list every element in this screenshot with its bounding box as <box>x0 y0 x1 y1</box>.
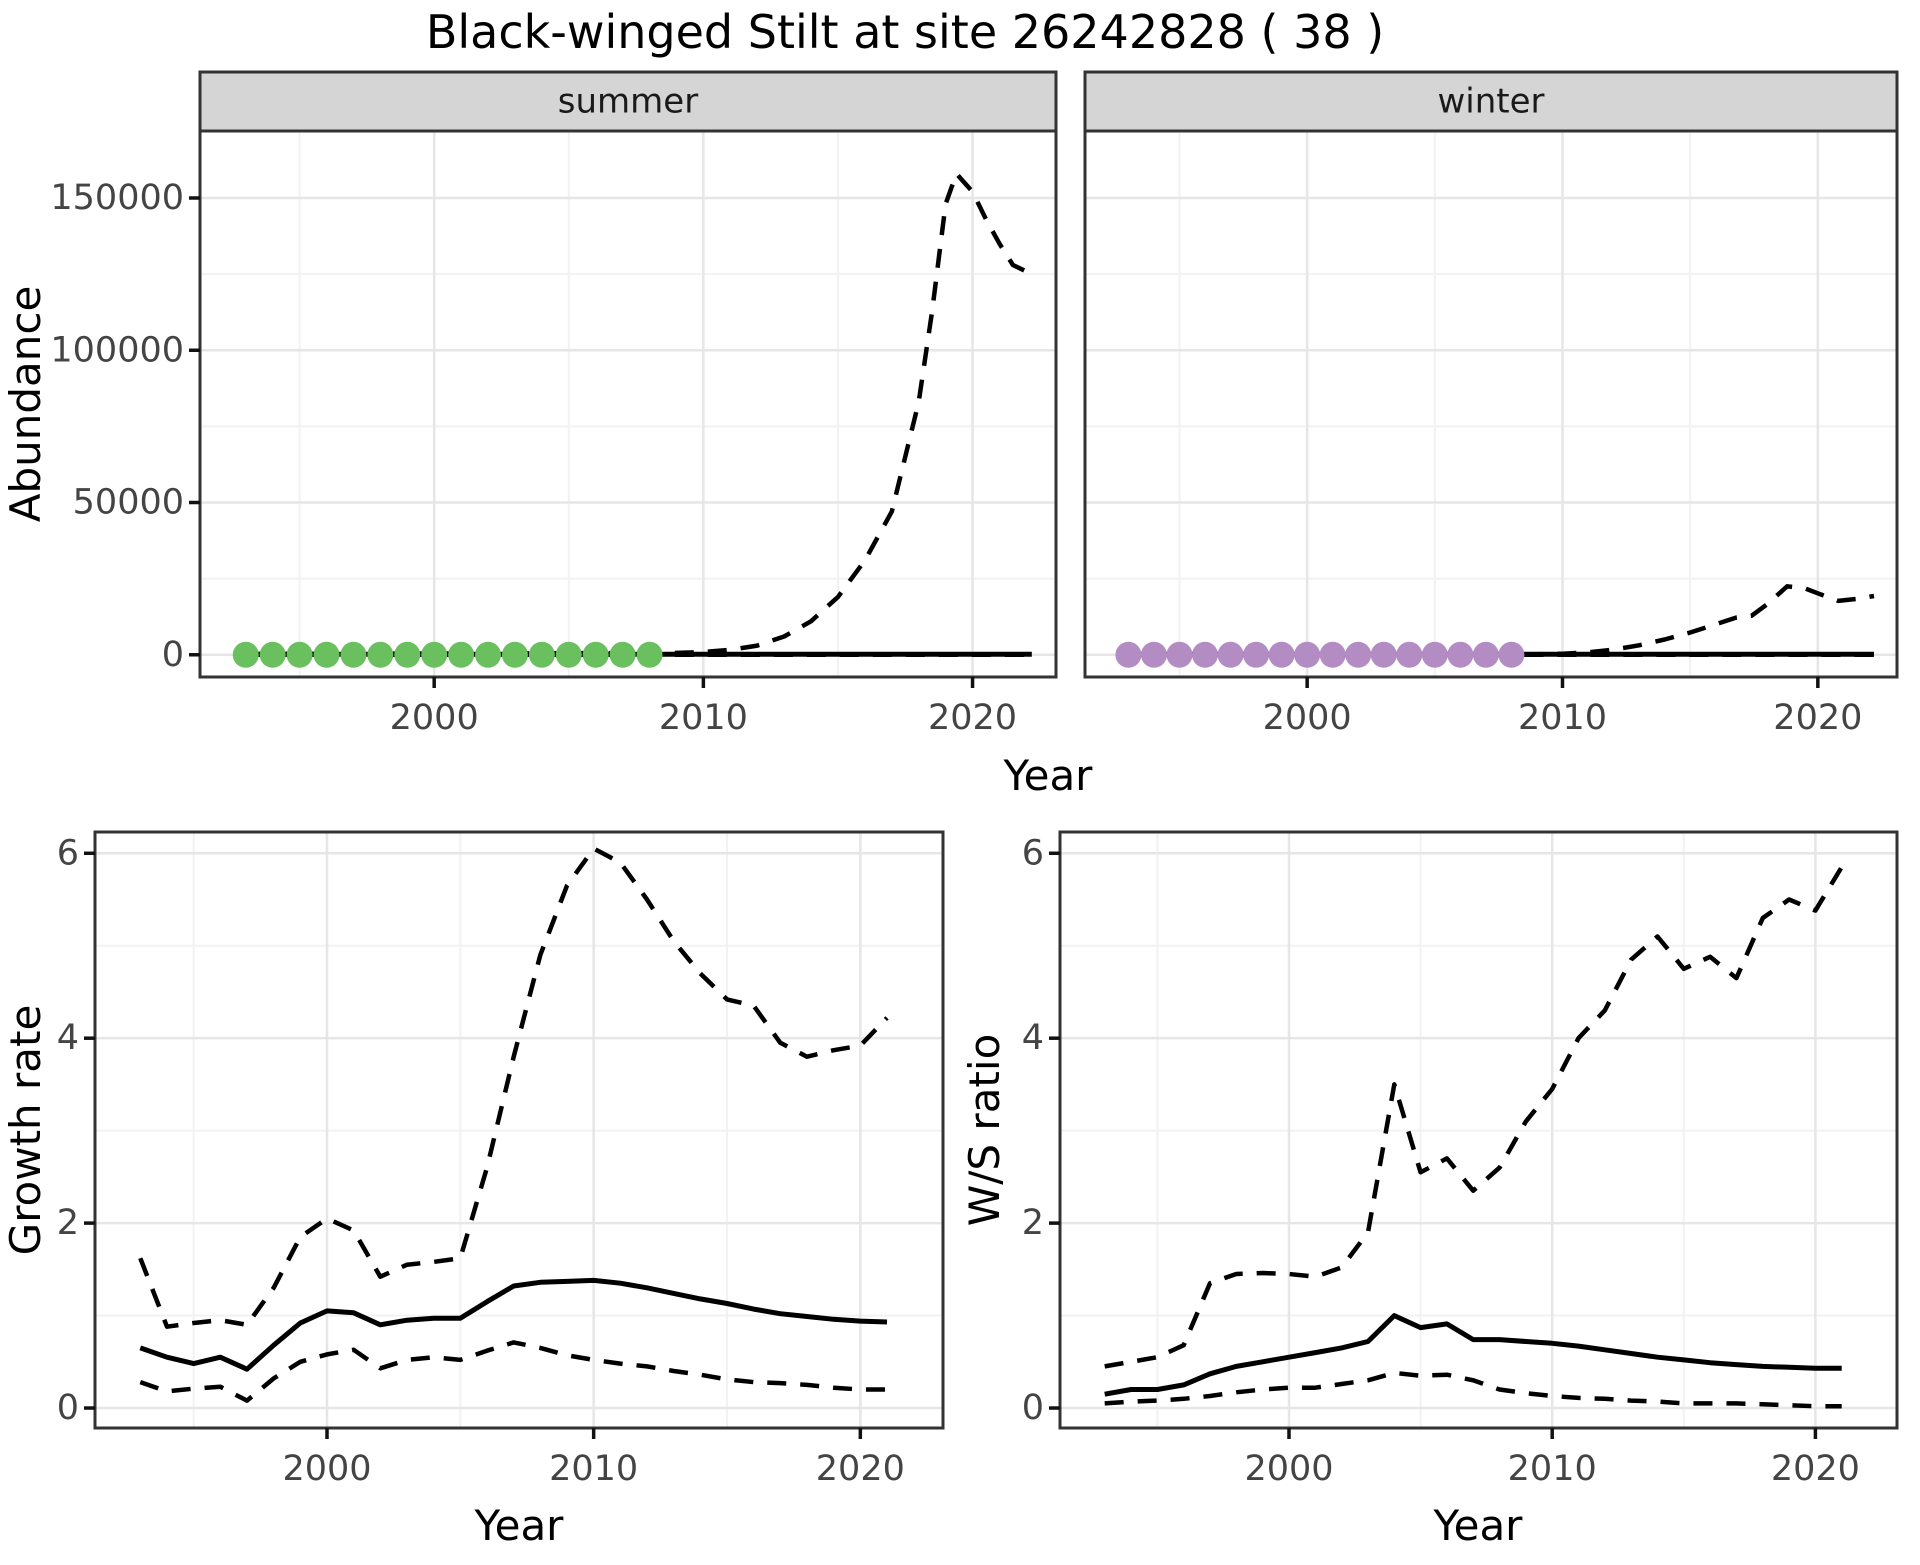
facet-label-winter: winter <box>1437 82 1544 122</box>
abundance-summer-observed-point <box>394 641 421 668</box>
abundance-winter-observed-point <box>1345 641 1372 668</box>
abundance-summer-observed-point <box>501 641 528 668</box>
abundance-summer-observed-point <box>475 641 502 668</box>
abundance-winter-observed-point <box>1243 641 1270 668</box>
ws-ratio-mean-line <box>1104 1313 1842 1397</box>
y-axis-title-growth-rate: Growth rate <box>1 1005 50 1256</box>
abundance-summer-observed-point <box>448 641 475 668</box>
facet-strip-winter <box>1083 70 1899 133</box>
panel-border <box>93 830 945 1430</box>
y-tick-label: 100000 <box>50 330 184 370</box>
x-axis-title-year-top: Year <box>1003 751 1094 800</box>
y-tick-label: 50000 <box>73 483 184 523</box>
abundance-summer-observed-point <box>528 641 555 668</box>
abundance-winter-observed-point <box>1498 641 1525 668</box>
x-tick-label: 2020 <box>1773 698 1862 738</box>
abundance-winter-observed-point <box>1421 641 1448 668</box>
abundance-summer-observed-point <box>259 641 286 668</box>
y-tick-label: 0 <box>1022 1388 1044 1428</box>
abundance-winter-observed-point <box>1396 641 1423 668</box>
abundance-winter-observed-point <box>1140 641 1167 668</box>
panel-growth-rate: 2000 2010 2020 0 2 4 6 <box>57 830 945 1489</box>
abundance-winter-observed-point <box>1370 641 1397 668</box>
x-tick-label: 2000 <box>1263 698 1352 738</box>
abundance-winter-observed-point <box>1319 641 1346 668</box>
y-tick-label: 6 <box>57 833 79 873</box>
panel-border <box>1058 830 1899 1430</box>
y-tick-label: 4 <box>57 1018 79 1058</box>
abundance-winter-upper-ci-line <box>1128 584 1875 657</box>
x-tick-label: 2000 <box>390 698 479 738</box>
ws-ratio-upper-ci-line <box>1104 865 1844 1369</box>
abundance-winter-observed-point <box>1268 641 1295 668</box>
abundance-winter-observed-point <box>1166 641 1193 668</box>
panel-abundance-winter: winter 2000 2010 2020 <box>1083 70 1899 738</box>
abundance-summer-observed-point <box>555 641 582 668</box>
growth-rate-mean-line <box>139 1277 888 1372</box>
panel-background <box>200 131 1056 677</box>
x-tick-label: 2010 <box>1508 1449 1597 1489</box>
x-tick-label: 2020 <box>928 698 1017 738</box>
x-tick-label: 2020 <box>1771 1449 1860 1489</box>
x-tick-label: 2010 <box>549 1449 638 1489</box>
panel-abundance-summer: summer 2000 2010 2020 0 50000 100000 150000 <box>50 70 1058 738</box>
abundance-summer-observed-point <box>340 641 367 668</box>
x-tick-label: 2000 <box>1244 1449 1333 1489</box>
ws-ratio-lower-ci-line <box>1104 1370 1842 1409</box>
abundance-summer-observed-point <box>232 641 259 668</box>
panel-ws-ratio: 2000 2010 2020 0 2 4 6 <box>1022 830 1899 1489</box>
abundance-winter-observed-point <box>1217 641 1244 668</box>
facet-label-summer: summer <box>558 82 698 122</box>
x-axis-title-year-growth: Year <box>474 1501 565 1550</box>
abundance-summer-observed-point <box>609 641 636 668</box>
panel-background <box>1085 131 1897 677</box>
growth-rate-upper-ci-line <box>138 846 889 1329</box>
abundance-winter-observed-point <box>1192 641 1219 668</box>
abundance-winter-observed-point <box>1447 641 1474 668</box>
y-axis-title-abundance: Abundance <box>1 286 50 523</box>
x-tick-label: 2000 <box>282 1449 371 1489</box>
abundance-winter-observed-point <box>1115 641 1142 668</box>
abundance-summer-observed-point <box>636 641 663 668</box>
facet-strip-summer <box>198 70 1058 133</box>
abundance-summer-observed-point <box>286 641 313 668</box>
y-tick-label: 2 <box>1022 1203 1044 1243</box>
y-tick-label: 0 <box>57 1388 79 1428</box>
abundance-summer-observed-point <box>421 641 448 668</box>
abundance-winter-observed-point <box>1294 641 1321 668</box>
y-axis-title-ws-ratio: W/S ratio <box>960 1034 1009 1227</box>
y-tick-label: 2 <box>57 1203 79 1243</box>
abundance-summer-observed-point <box>313 641 340 668</box>
x-axis-title-year-ws: Year <box>1433 1501 1524 1550</box>
growth-rate-lower-ci-line <box>139 1340 887 1403</box>
y-tick-label: 6 <box>1022 833 1044 873</box>
abundance-summer-upper-ci-line <box>245 171 1033 657</box>
y-tick-label: 4 <box>1022 1018 1044 1058</box>
x-tick-label: 2020 <box>816 1449 905 1489</box>
abundance-summer-observed-point <box>582 641 609 668</box>
figure-title: Black-winged Stilt at site 26242828 ( 38… <box>426 5 1384 59</box>
abundance-winter-observed-point <box>1472 641 1499 668</box>
abundance-summer-observed-point <box>367 641 394 668</box>
y-tick-label: 150000 <box>50 178 184 218</box>
x-tick-label: 2010 <box>659 698 748 738</box>
y-tick-label: 0 <box>162 635 184 675</box>
x-tick-label: 2010 <box>1518 698 1607 738</box>
